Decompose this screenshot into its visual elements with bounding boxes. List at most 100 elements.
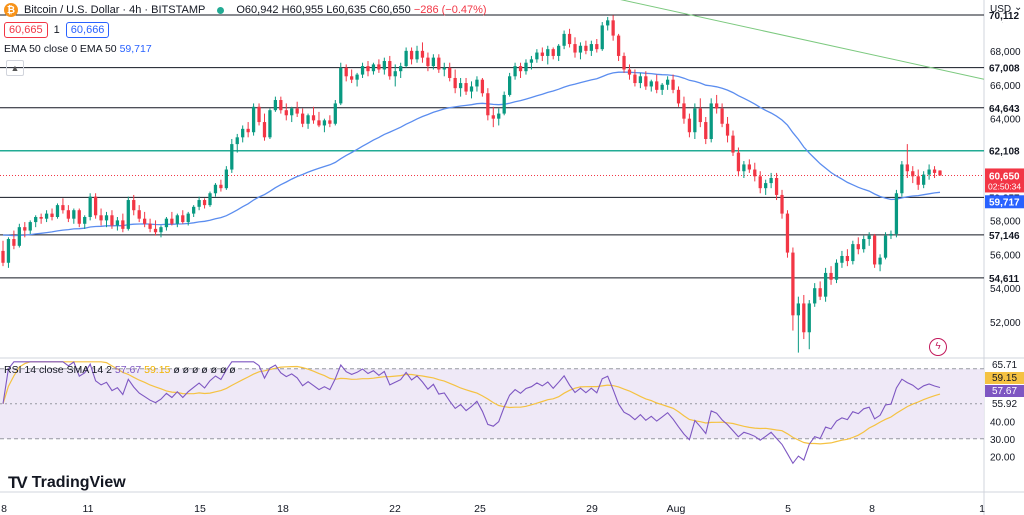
high-value: 60,955 <box>289 4 324 16</box>
ohlc-values: O60,942 H60,955 L60,635 C60,650 −286 (−0… <box>236 4 487 16</box>
rsi-axis-label: 65.71 <box>992 360 1017 371</box>
candle-body <box>742 164 746 172</box>
candle-body <box>72 210 76 219</box>
candle-body <box>55 205 60 217</box>
level-label: 57,146 <box>989 231 1020 242</box>
tradingview-logo: TV TradingView <box>8 473 126 493</box>
candle-body <box>50 213 54 217</box>
candle-body <box>676 89 681 104</box>
candle-body <box>540 52 544 56</box>
candle-body <box>360 66 365 75</box>
candle-body <box>475 79 479 87</box>
currency-label[interactable]: USD <box>990 4 1012 15</box>
rsi-legend-extra: ø ø ø ø ø ø ø <box>173 364 236 376</box>
candle-body <box>268 110 272 138</box>
candle-body <box>709 103 713 140</box>
level-label-box <box>986 143 1024 158</box>
ema-legend[interactable]: EMA 50 close 0 EMA 50 59,717 <box>4 43 152 55</box>
time-axis-label: 18 <box>277 503 289 515</box>
candle-body <box>230 144 234 170</box>
time-axis-label: 5 <box>785 503 791 515</box>
chart-header: ₿ Bitcoin / U.S. Dollar · 4h · BITSTAMP … <box>0 0 487 20</box>
candle-body <box>932 169 937 173</box>
rsi-sma-line <box>2 361 941 445</box>
candle-body <box>115 220 120 226</box>
candle-body <box>241 128 245 138</box>
rsi-legend[interactable]: RSI 14 close SMA 14 2 57.67 59.15 ø ø ø … <box>4 364 236 376</box>
candle-body <box>894 193 899 234</box>
ema-line <box>2 71 941 237</box>
tradingview-logo-icon: TV <box>8 473 28 492</box>
rsi-axis-badge <box>985 372 1024 384</box>
candle-body <box>420 50 425 58</box>
level-label-box <box>986 270 1024 285</box>
candle-body <box>698 108 702 123</box>
candle-body <box>916 176 920 185</box>
candle-body <box>317 120 321 126</box>
collapse-legend-button[interactable]: ▲ <box>6 60 24 76</box>
level-label-box <box>986 60 1024 75</box>
candle-body <box>279 100 283 111</box>
time-axis-label: 8 <box>1 503 7 515</box>
candle-body <box>796 303 800 316</box>
level-label-box <box>986 100 1024 115</box>
quantity-value[interactable]: 1 <box>53 24 60 36</box>
candle-body <box>170 218 174 224</box>
candle-body <box>807 303 811 333</box>
candle-body <box>257 106 261 123</box>
level-label: 67,008 <box>989 64 1020 75</box>
candle-body <box>823 272 828 297</box>
candle-body <box>813 288 817 304</box>
trade-panel: 60,665 1 60,666 <box>4 22 110 38</box>
candle-body <box>502 94 506 114</box>
candle-body <box>622 55 626 70</box>
candle-body <box>889 233 893 236</box>
candle-body <box>845 255 850 262</box>
candle-body <box>905 164 909 172</box>
price-tick-label: 66,000 <box>990 81 1021 92</box>
candle-body <box>780 194 784 214</box>
candle-body <box>464 83 468 92</box>
candle-body <box>126 200 130 229</box>
level-label: 54,611 <box>989 274 1019 285</box>
candle-body <box>83 216 87 224</box>
candle-body <box>110 215 114 226</box>
candle-body <box>415 50 419 60</box>
flash-icon[interactable]: ϟ <box>929 338 947 356</box>
sell-button[interactable]: 60,665 <box>4 22 48 38</box>
buy-button[interactable]: 60,666 <box>65 22 110 38</box>
candle-body <box>132 200 136 211</box>
low-value: 60,635 <box>332 4 367 16</box>
candle-body <box>480 79 485 94</box>
candle-body <box>671 79 675 90</box>
candle-body <box>44 213 49 219</box>
price-tick-label: 64,000 <box>990 115 1021 126</box>
candle-body <box>802 303 806 333</box>
price-tick-label: 56,000 <box>990 250 1021 261</box>
candle-body <box>202 200 207 206</box>
last-price-badge <box>985 168 1024 193</box>
candle-body <box>589 44 593 51</box>
rsi-axis-badge <box>985 385 1024 397</box>
candle-body <box>28 222 32 231</box>
candle-body <box>616 35 621 56</box>
candle-body <box>77 210 81 224</box>
candle-body <box>219 184 223 189</box>
candle-body <box>164 218 169 228</box>
candle-body <box>867 235 871 240</box>
candle-body <box>377 64 381 70</box>
candle-body <box>339 67 343 104</box>
candle-body <box>524 62 528 72</box>
symbol-title[interactable]: Bitcoin / U.S. Dollar · 4h · BITSTAMP <box>24 4 206 16</box>
candle-body <box>137 210 141 219</box>
candle-body <box>295 108 299 114</box>
candle-body <box>181 215 185 223</box>
currency-menu-icon[interactable]: ⌄ <box>1014 2 1023 13</box>
candle-body <box>693 108 697 133</box>
candle-body <box>273 100 278 111</box>
candle-body <box>791 252 795 316</box>
candle-body <box>404 50 408 67</box>
candle-body <box>224 169 228 189</box>
candle-body <box>17 227 21 246</box>
